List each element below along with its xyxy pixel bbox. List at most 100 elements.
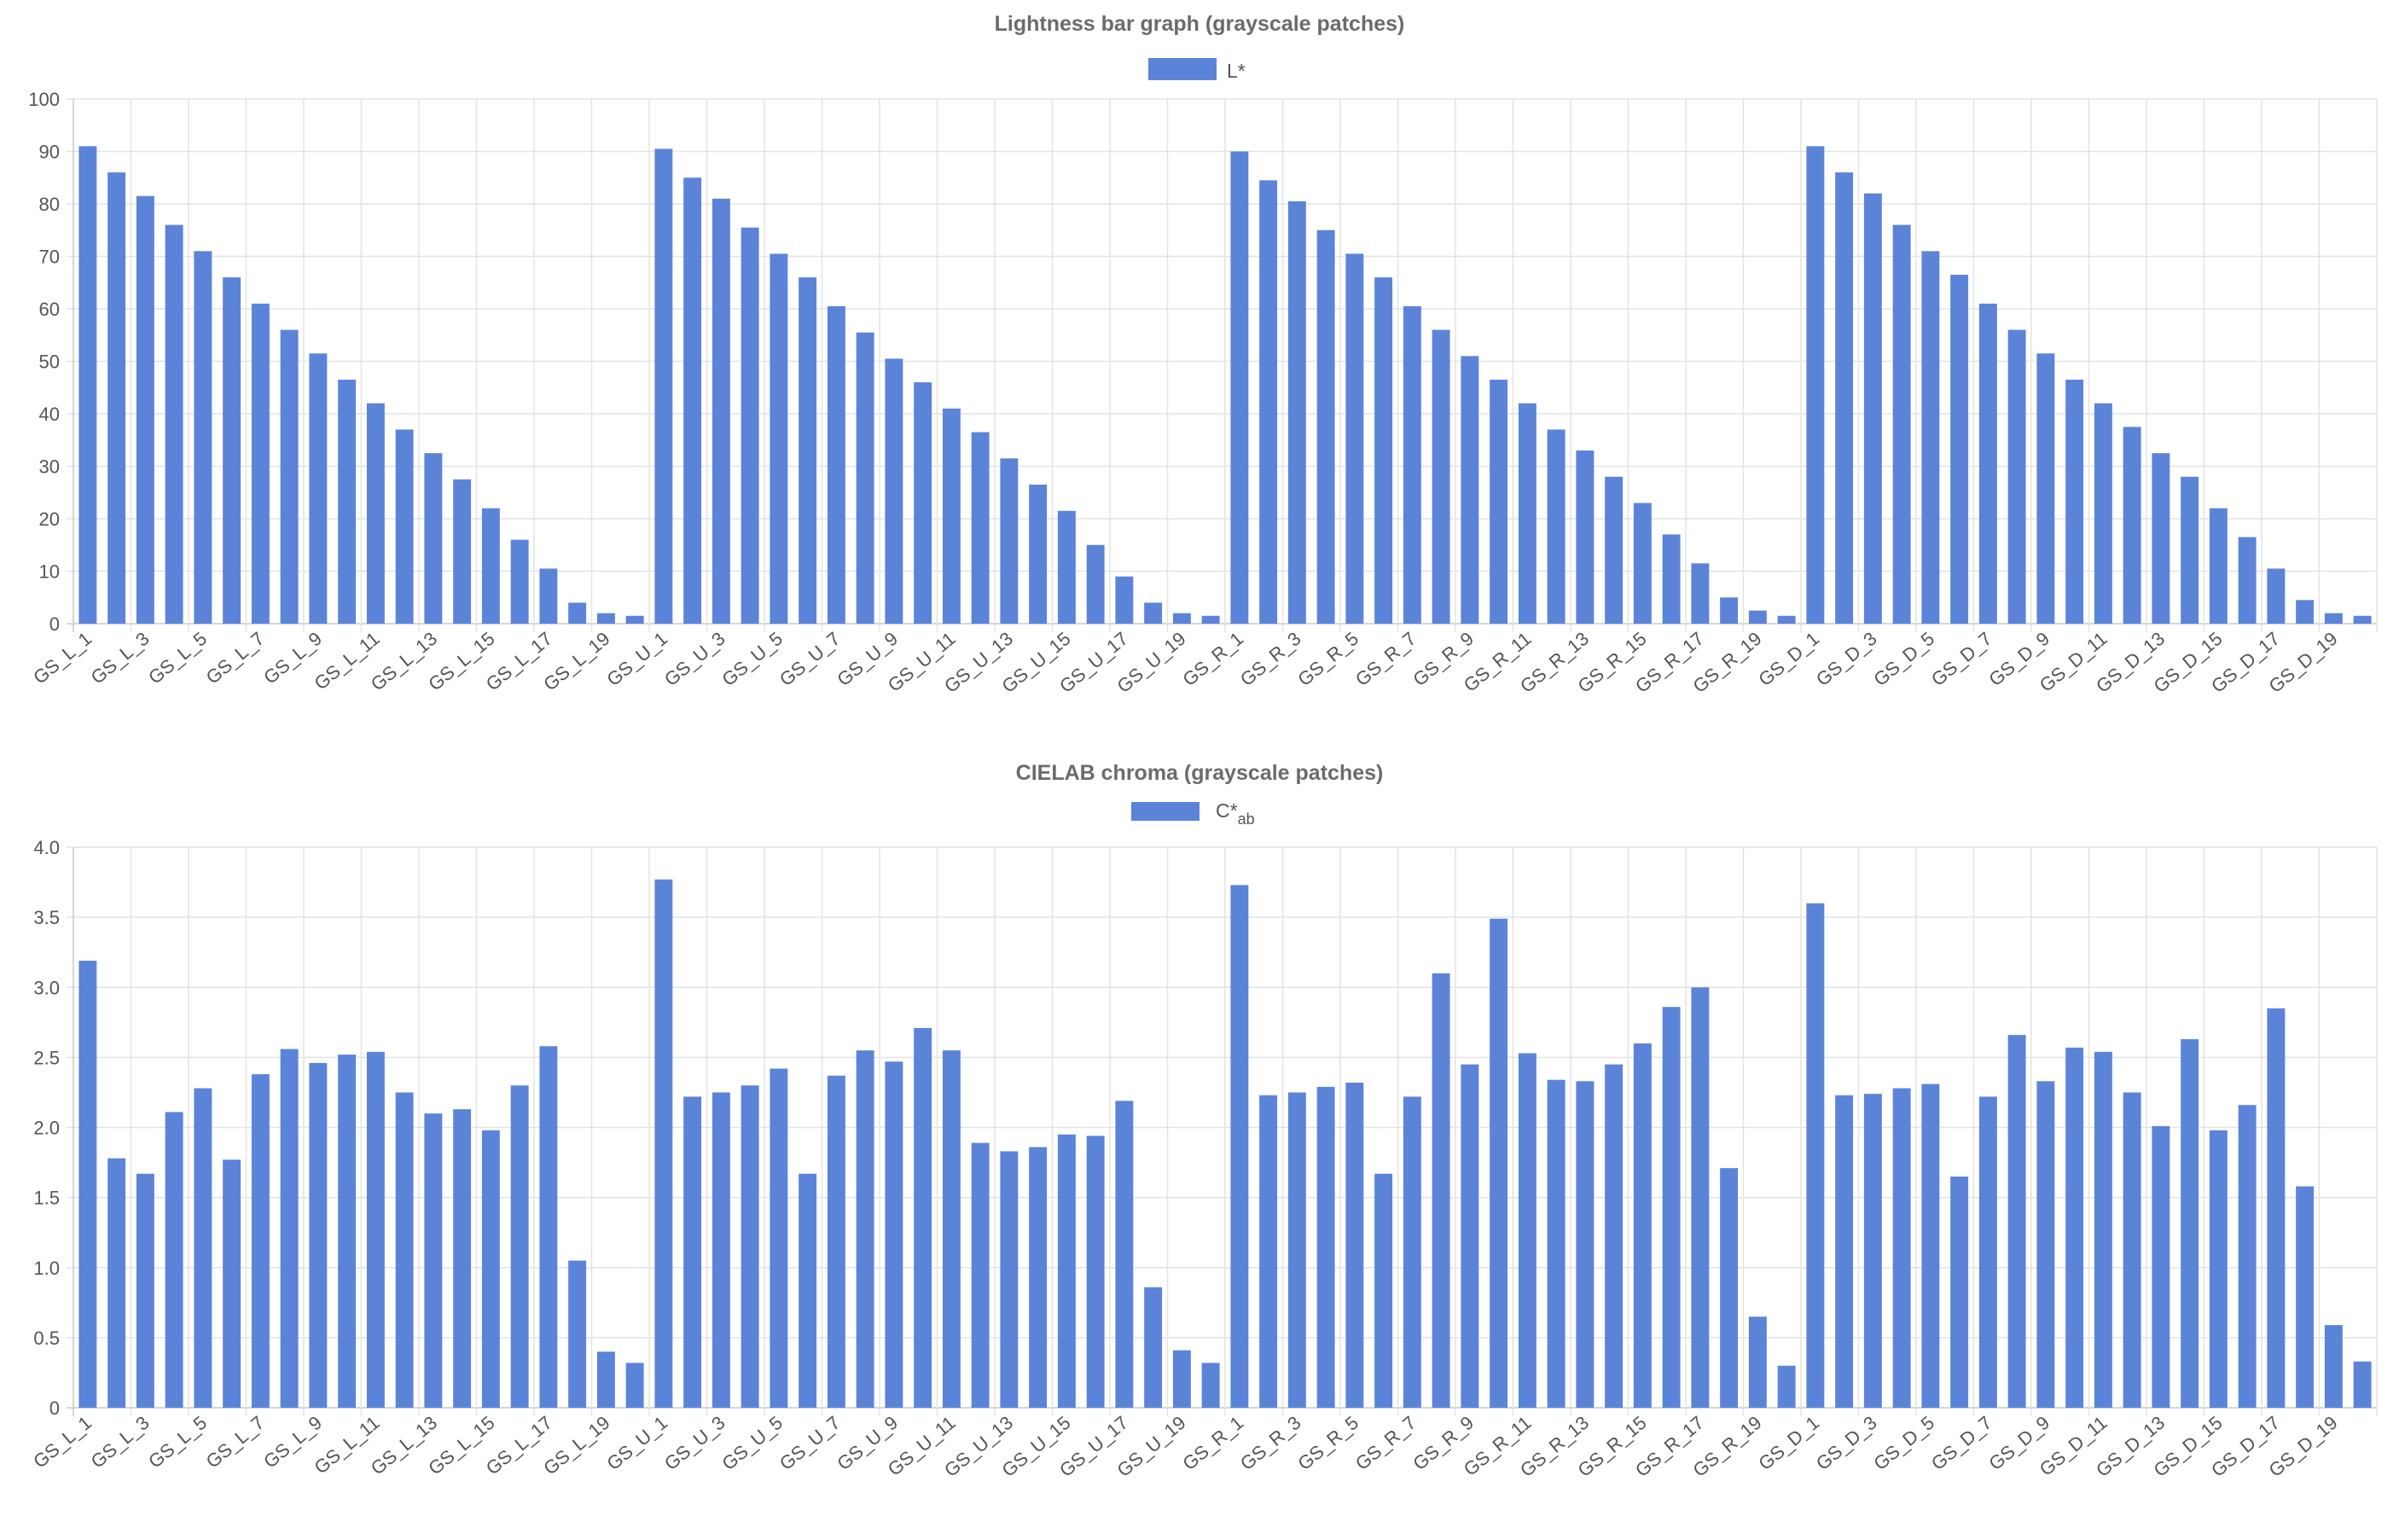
bar[interactable] <box>1576 450 1594 624</box>
bar[interactable] <box>2353 615 2372 624</box>
bar[interactable] <box>1000 1151 1019 1408</box>
bar[interactable] <box>78 961 97 1408</box>
bar[interactable] <box>1201 615 1220 624</box>
bar[interactable] <box>971 432 990 624</box>
bar[interactable] <box>1835 172 1854 625</box>
bar[interactable] <box>1547 429 1565 624</box>
bar[interactable] <box>1748 610 1767 624</box>
bar[interactable] <box>2152 1125 2170 1408</box>
bar[interactable] <box>568 602 587 624</box>
bar[interactable] <box>136 195 154 624</box>
bar[interactable] <box>2353 1361 2372 1408</box>
bar[interactable] <box>1863 193 1882 624</box>
bar[interactable] <box>1115 1101 1134 1408</box>
bar[interactable] <box>395 429 414 624</box>
bar[interactable] <box>1172 613 1191 624</box>
bar[interactable] <box>1287 200 1306 625</box>
bar[interactable] <box>2324 613 2343 624</box>
bar[interactable] <box>1144 1287 1163 1408</box>
bar[interactable] <box>2181 476 2199 624</box>
bar[interactable] <box>1201 1363 1220 1408</box>
bar[interactable] <box>885 1061 903 1408</box>
bar[interactable] <box>1230 885 1249 1408</box>
bar[interactable] <box>625 1363 644 1408</box>
bar[interactable] <box>856 1050 874 1408</box>
bar[interactable] <box>1691 987 1710 1408</box>
bar[interactable] <box>799 1173 817 1408</box>
bar[interactable] <box>251 1074 270 1408</box>
bar[interactable] <box>1057 1134 1076 1408</box>
bar[interactable] <box>1287 1092 1306 1408</box>
bar[interactable] <box>165 1112 183 1408</box>
bar[interactable] <box>366 403 385 624</box>
bar[interactable] <box>165 224 183 624</box>
bar[interactable] <box>1000 458 1019 624</box>
bar[interactable] <box>1633 503 1652 624</box>
bar[interactable] <box>2296 600 2315 624</box>
bar[interactable] <box>2209 1130 2228 1408</box>
bar[interactable] <box>194 1088 212 1408</box>
bar[interactable] <box>1720 597 1739 624</box>
bar[interactable] <box>251 303 270 624</box>
bar[interactable] <box>1345 253 1364 624</box>
bar[interactable] <box>2007 329 2026 624</box>
bar[interactable] <box>78 146 97 625</box>
bar[interactable] <box>885 358 903 624</box>
bar[interactable] <box>395 1092 414 1408</box>
bar[interactable] <box>971 1142 990 1408</box>
bar[interactable] <box>2238 1105 2257 1408</box>
bar[interactable] <box>1806 146 1825 625</box>
bar[interactable] <box>194 251 212 624</box>
legend[interactable]: C*ab <box>1131 799 1255 828</box>
bar[interactable] <box>1806 903 1825 1408</box>
bar[interactable] <box>1316 230 1335 624</box>
bar[interactable] <box>223 277 241 624</box>
bar[interactable] <box>741 227 759 624</box>
bar[interactable] <box>1086 544 1105 624</box>
bar[interactable] <box>1057 510 1076 624</box>
bar[interactable] <box>2181 1039 2199 1408</box>
bar[interactable] <box>770 253 788 624</box>
bar[interactable] <box>1461 356 1479 624</box>
bar[interactable] <box>1374 1173 1393 1408</box>
bar[interactable] <box>1921 1084 1940 1408</box>
bar[interactable] <box>1518 1053 1536 1408</box>
bar[interactable] <box>1259 180 1278 624</box>
bar[interactable] <box>1892 1088 1911 1408</box>
bar[interactable] <box>914 382 932 624</box>
bar[interactable] <box>1461 1064 1479 1408</box>
bar[interactable] <box>1086 1136 1105 1408</box>
bar[interactable] <box>1950 275 1969 624</box>
bar[interactable] <box>1978 1096 1997 1408</box>
bar[interactable] <box>827 305 845 624</box>
bar[interactable] <box>1777 1365 1796 1408</box>
bar[interactable] <box>2267 1008 2286 1408</box>
bar[interactable] <box>827 1075 845 1408</box>
bar[interactable] <box>1892 224 1911 624</box>
bar[interactable] <box>1748 1316 1767 1408</box>
bar[interactable] <box>1374 277 1393 624</box>
bar[interactable] <box>596 613 615 624</box>
bar[interactable] <box>1172 1350 1191 1408</box>
bar[interactable] <box>424 453 443 624</box>
bar[interactable] <box>280 329 299 624</box>
bar[interactable] <box>481 1130 500 1408</box>
bar[interactable] <box>683 1096 702 1408</box>
bar[interactable] <box>1921 251 1940 624</box>
bar[interactable] <box>1777 615 1796 624</box>
bar[interactable] <box>1490 380 1508 624</box>
bar[interactable] <box>1691 563 1710 624</box>
bar[interactable] <box>1950 1176 1969 1408</box>
bar[interactable] <box>1490 918 1508 1408</box>
bar[interactable] <box>596 1351 615 1408</box>
bar[interactable] <box>2267 568 2286 624</box>
bar[interactable] <box>309 353 328 624</box>
bar[interactable] <box>2036 1081 2055 1408</box>
bar[interactable] <box>1576 1081 1594 1408</box>
bar[interactable] <box>1633 1043 1652 1408</box>
bar[interactable] <box>1863 1094 1882 1408</box>
bar[interactable] <box>2065 1047 2084 1408</box>
bar[interactable] <box>107 1158 126 1408</box>
bar[interactable] <box>1605 1064 1624 1408</box>
bar[interactable] <box>1720 1168 1739 1408</box>
